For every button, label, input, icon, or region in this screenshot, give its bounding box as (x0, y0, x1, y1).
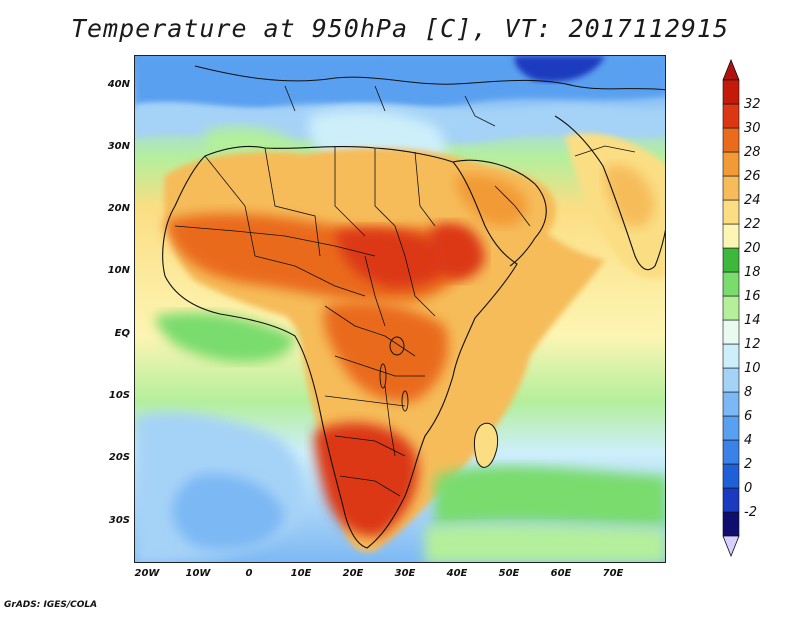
india-coastline (554, 115, 665, 271)
colorbar-swatch (722, 319, 740, 345)
colorbar-tick-label: 30 (744, 121, 761, 136)
colorbar-swatch (722, 439, 740, 465)
colorbar-swatch (722, 271, 740, 297)
colorbar-swatch (722, 151, 740, 177)
country-borders (174, 85, 636, 497)
south-indian-ocean-green (435, 465, 665, 526)
colorbar-tick-label: 6 (744, 409, 753, 424)
colorbar-swatch (722, 199, 740, 225)
temperature-map (134, 55, 666, 563)
colorbar-swatch (722, 175, 740, 201)
colorbar-tick-label: 0 (744, 481, 753, 496)
arabia-coastline (452, 159, 547, 267)
colorbar-tick-label: 32 (744, 97, 761, 112)
arabia-hot (455, 174, 528, 227)
colorbar-swatch (722, 127, 740, 153)
lat-label-10n: 10N (107, 265, 130, 276)
colorbar-swatch (722, 487, 740, 513)
colorbar-tick-label: 4 (744, 433, 753, 448)
lat-label-eq: EQ (114, 328, 130, 339)
lake-tanganyika (379, 363, 387, 389)
east-africa-hot (323, 302, 449, 402)
south-indian-ocean-lightgreen (425, 523, 665, 562)
africa-coastline (162, 145, 518, 549)
colorbar-over-triangle (722, 58, 740, 81)
colorbar-swatch (722, 103, 740, 129)
lon-label-10w: 10W (185, 568, 211, 579)
lon-label-30e: 30E (394, 568, 416, 579)
colorbar-swatch (722, 391, 740, 417)
lake-malawi (401, 390, 409, 412)
lat-label-10s: 10S (108, 390, 130, 401)
colorbar-tick-label: -2 (744, 505, 757, 520)
map-canvas (135, 56, 665, 562)
lon-label-10e: 10E (290, 568, 312, 579)
colorbar-swatch (722, 511, 740, 537)
colorbar-tick-label: 24 (744, 193, 761, 208)
colorbar-tick-label: 20 (744, 241, 761, 256)
footer-credit: GrADS: IGES/COLA (4, 600, 98, 610)
lon-label-0: 0 (245, 568, 253, 579)
colorbar-swatch (722, 295, 740, 321)
cold-core-region (514, 56, 605, 82)
lon-label-50e: 50E (498, 568, 520, 579)
colorbar-tick-label: 18 (744, 265, 761, 280)
guinea-coast-green (155, 312, 295, 363)
lon-label-60e: 60E (550, 568, 572, 579)
colorbar-tick-label: 8 (744, 385, 753, 400)
colorbar-tick-label: 10 (744, 361, 761, 376)
colorbar-swatch (722, 223, 740, 249)
colorbar-tick-label: 22 (744, 217, 761, 232)
colorbar-tick-label: 12 (744, 337, 761, 352)
europe-coastline (194, 65, 665, 91)
lon-label-20w: 20W (134, 568, 160, 579)
colorbar-tick-label: 28 (744, 145, 761, 160)
colorbar-swatch (722, 343, 740, 369)
central-africa-hottest (335, 228, 451, 288)
colorbar (722, 58, 740, 558)
lon-label-40e: 40E (446, 568, 468, 579)
lat-label-30n: 30N (107, 141, 130, 152)
lat-label-30s: 30S (108, 515, 130, 526)
lon-label-20e: 20E (342, 568, 364, 579)
colorbar-swatch (722, 79, 740, 105)
lat-label-40n: 40N (107, 79, 130, 90)
colorbar-tick-label: 26 (744, 169, 761, 184)
horn-hot (429, 223, 485, 280)
lake-victoria (389, 336, 405, 356)
colorbar-tick-label: 14 (744, 313, 761, 328)
colorbar-swatch (722, 247, 740, 273)
lat-label-20s: 20S (108, 452, 130, 463)
colorbar-swatch (722, 367, 740, 393)
colorbar-tick-label: 16 (744, 289, 761, 304)
madagascar-outline (473, 422, 499, 468)
lon-label-70e: 70E (602, 568, 624, 579)
map-title: Temperature at 950hPa [C], VT: 201711291… (70, 14, 730, 43)
south-atlantic-colder (172, 474, 285, 550)
colorbar-swatch (722, 415, 740, 441)
colorbar-swatch (722, 463, 740, 489)
india-warm (604, 165, 655, 228)
lat-label-20n: 20N (107, 203, 130, 214)
colorbar-under-triangle (722, 535, 740, 558)
colorbar-tick-label: 2 (744, 457, 753, 472)
